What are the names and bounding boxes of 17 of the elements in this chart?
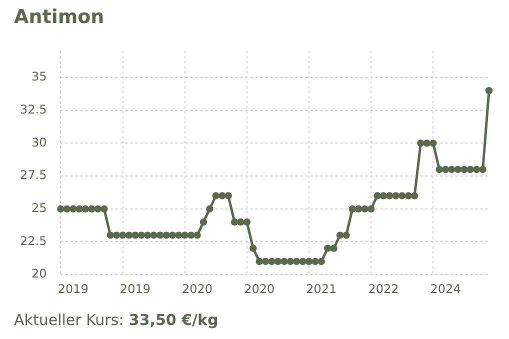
y-tick-label: 32.5 [20, 102, 47, 116]
x-tick-label: 2021 [306, 282, 337, 296]
x-tick-label: 2019 [58, 282, 88, 296]
x-tick-label: 2020 [244, 282, 275, 296]
x-tick-label: 2022 [368, 282, 399, 296]
y-tick-label: 25 [31, 201, 47, 216]
x-tick-label: 2019 [120, 282, 150, 296]
y-tick-label: 20 [31, 266, 47, 281]
y-tick-label: 27.5 [20, 168, 47, 182]
text: 33,50 €/kg [128, 311, 218, 329]
chart-title: Antimon [14, 6, 104, 28]
y-tick-label: 22.5 [20, 234, 47, 248]
y-tick-label: 35 [31, 70, 47, 84]
y-tick-label: 30 [31, 135, 47, 150]
x-tick-label: 2024 [430, 282, 461, 296]
text: Aktueller Kurs: [14, 311, 124, 329]
x-tick-label: 2020 [182, 282, 213, 296]
